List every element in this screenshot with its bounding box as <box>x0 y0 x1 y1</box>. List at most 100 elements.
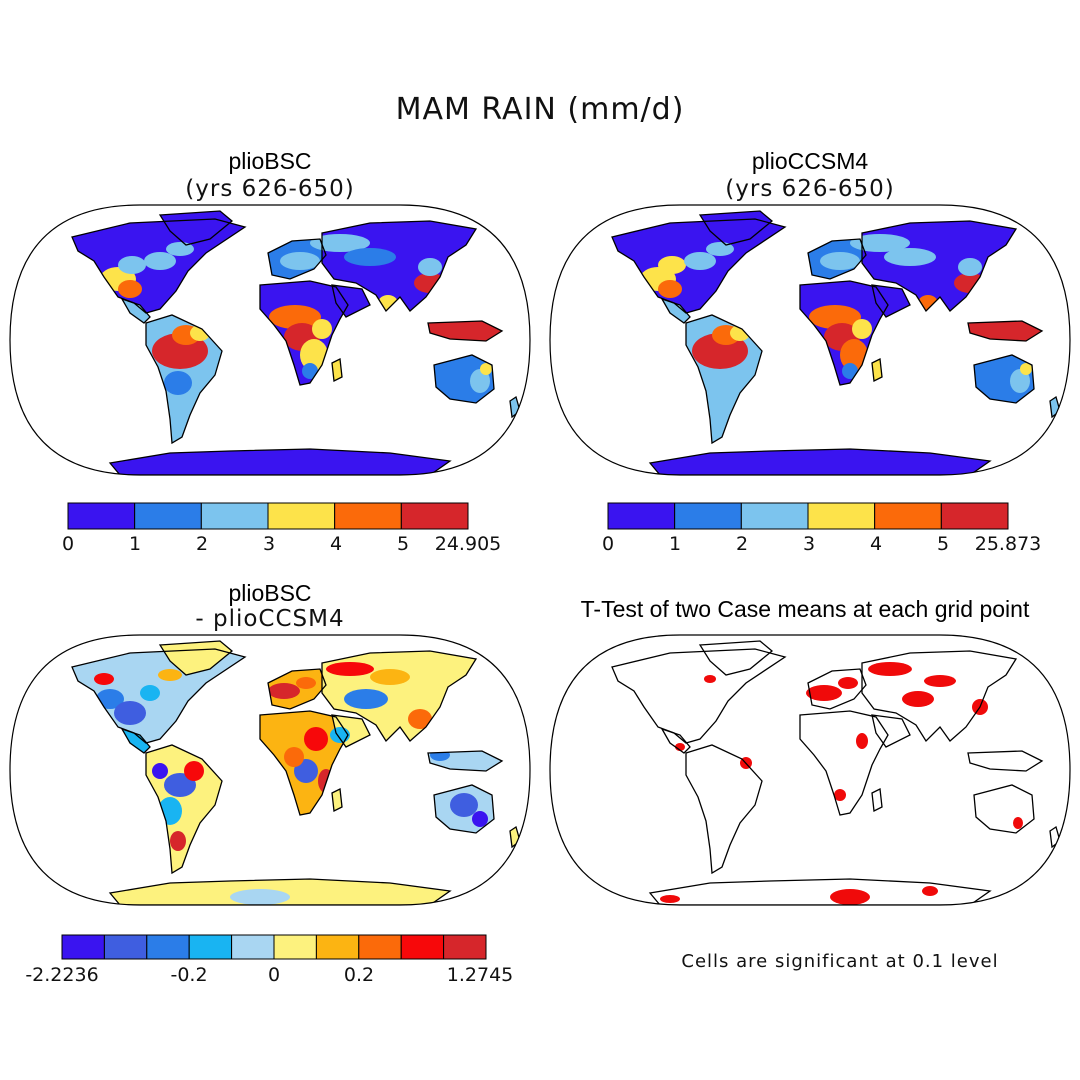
colorbar-bin <box>740 502 809 530</box>
coastline-asia <box>321 650 478 743</box>
significant-cell <box>830 889 870 905</box>
rain-cell <box>300 339 328 371</box>
cbar2-tick: 0.2 <box>343 964 375 986</box>
coastline-africa <box>259 280 349 386</box>
coastline-camerica <box>660 297 691 324</box>
diff-cell <box>184 761 204 781</box>
colorbar-bin <box>315 934 360 960</box>
rain-cell <box>884 248 936 266</box>
rain-cell <box>280 252 320 270</box>
cbar1-tick: 3 <box>802 533 816 555</box>
diff-cell <box>430 749 450 761</box>
cbar2-tick: -2.2236 <box>25 964 99 986</box>
cbar1-tick: 0 <box>601 533 615 555</box>
land-fill-madagascar <box>872 359 882 381</box>
diff-cell <box>140 685 160 701</box>
coastline-europe <box>807 238 867 280</box>
coastline-asia <box>861 220 1018 313</box>
coastline-europe <box>267 668 327 710</box>
cbar1-tick: 25.873 <box>974 533 1042 555</box>
diff-cell <box>284 747 304 767</box>
coastline-camerica <box>120 297 151 324</box>
coastline-samerica <box>145 314 223 445</box>
panel4-title: T-Test of two Case means at each grid po… <box>580 596 1030 622</box>
land-fill-madagascar <box>332 359 342 381</box>
rain-cell <box>166 242 194 256</box>
rain-cell <box>1010 369 1030 393</box>
cbar1-tick: 4 <box>869 533 883 555</box>
land-fill-antarctica <box>650 449 990 475</box>
panel2-subtitle: (yrs 626-650) <box>725 176 895 202</box>
cbar1-tick: 1 <box>668 533 682 555</box>
panel3-title: plioBSC <box>228 580 312 606</box>
diff-cell <box>152 763 168 779</box>
rain-cell <box>850 234 910 252</box>
colorbar-bin <box>874 502 942 530</box>
significant-cell <box>806 685 842 701</box>
coastline-australia <box>433 784 495 834</box>
rain-cell <box>480 363 492 375</box>
coastline-arabia <box>331 714 371 748</box>
map-pliobsc <box>9 204 531 476</box>
coastline-australia <box>973 354 1035 404</box>
coastline-antarctica <box>648 448 992 475</box>
coastline-samerica <box>685 314 763 445</box>
coastline-arabia <box>871 284 911 318</box>
colorbar-bin <box>61 934 105 960</box>
rain-cell <box>852 319 872 339</box>
coastline-arabia <box>871 714 911 748</box>
significant-cell <box>838 677 858 689</box>
coastline-madagascar <box>331 358 343 382</box>
rain-cell <box>840 339 868 371</box>
rain-cell <box>418 258 442 276</box>
panel1-title: plioBSC <box>228 148 312 174</box>
colorbar-bin <box>334 502 402 530</box>
coastline-greenland <box>158 210 234 246</box>
coastline-namerica <box>611 218 787 314</box>
land-fill-camerica <box>662 299 690 323</box>
diff-cell <box>158 669 182 681</box>
rain-cell <box>118 280 142 298</box>
diff-cell <box>450 793 478 817</box>
diff-cell <box>472 811 488 827</box>
significant-cell <box>1013 817 1023 829</box>
diff-cell <box>170 831 186 851</box>
coastline-europe <box>267 238 327 280</box>
rain-cell <box>436 289 456 313</box>
coastline-indonesia <box>427 750 504 772</box>
cbar0-tick: 24.905 <box>434 533 502 555</box>
coastline-madagascar <box>331 788 343 812</box>
colorbar-bin <box>358 934 402 960</box>
coastline-africa <box>259 710 349 816</box>
colorbar-bin <box>146 934 190 960</box>
significant-cell <box>660 895 680 903</box>
diff-cell <box>326 662 374 676</box>
coastline-australia <box>433 354 495 404</box>
diff-cell <box>408 709 432 729</box>
coastline-asia <box>321 220 478 313</box>
coastline-namerica <box>71 218 247 314</box>
rain-cell <box>162 395 182 423</box>
colorbar-bin <box>674 502 742 530</box>
rain-cell <box>809 305 861 329</box>
land-fill-camerica <box>122 729 150 753</box>
diff-cell <box>94 673 114 685</box>
diff-cell <box>296 677 316 689</box>
map-ttest <box>549 634 1071 906</box>
rain-cell <box>312 319 332 339</box>
rain-cell <box>820 252 860 270</box>
panel1-subtitle: (yrs 626-650) <box>185 176 355 202</box>
rain-cell <box>658 256 686 274</box>
colorbar-bin <box>400 502 469 530</box>
coastline-madagascar <box>871 358 883 382</box>
coastline-madagascar <box>871 788 883 812</box>
coastline-asia <box>861 650 1018 743</box>
map-difference <box>9 634 531 906</box>
rain-cell <box>842 363 858 379</box>
map-border <box>9 204 531 476</box>
coastline-australia <box>973 784 1035 834</box>
rain-cell <box>958 258 982 276</box>
colorbar-difference <box>61 934 487 960</box>
diff-cell <box>344 689 388 709</box>
rain-cell <box>434 307 450 323</box>
